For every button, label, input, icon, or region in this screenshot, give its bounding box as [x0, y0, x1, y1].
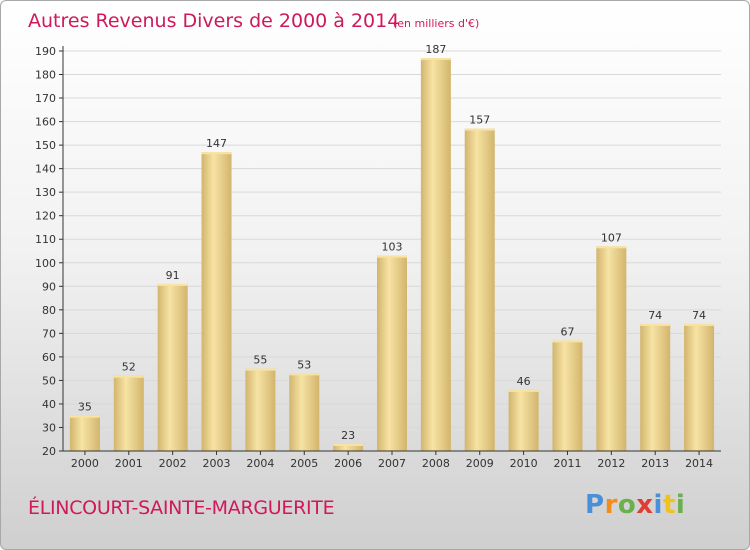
data-label: 74 [648, 309, 662, 322]
y-tick-label: 80 [42, 304, 56, 317]
y-tick-label: 150 [35, 139, 56, 152]
logo-letter: i [675, 490, 686, 520]
bar [640, 323, 671, 451]
bar [464, 128, 495, 451]
data-label: 46 [517, 375, 531, 388]
commune-name: ÉLINCOURT-SAINTE-MARGUERITE [28, 497, 335, 519]
bar [684, 323, 715, 451]
bar-top [113, 375, 144, 378]
y-tick-label: 140 [35, 163, 56, 176]
proxiti-logo[interactable]: Proxiti [585, 490, 685, 520]
logo-letter: o [617, 490, 637, 520]
bar-top [289, 373, 320, 376]
x-tick-label: 2009 [466, 457, 494, 470]
x-tick-label: 2013 [641, 457, 669, 470]
bar [201, 152, 232, 452]
x-tick-label: 2012 [597, 457, 625, 470]
bar [245, 368, 276, 451]
data-label: 103 [382, 241, 403, 254]
x-tick-label: 2006 [334, 457, 362, 470]
y-tick-label: 170 [35, 92, 56, 105]
axes [59, 46, 721, 455]
bar [552, 340, 583, 451]
bar-top [596, 246, 627, 249]
x-tick-label: 2005 [290, 457, 318, 470]
x-tick-label: 2003 [203, 457, 231, 470]
data-label: 74 [692, 309, 706, 322]
bars [69, 58, 715, 452]
bar [508, 389, 539, 451]
data-label: 53 [297, 358, 311, 371]
bar-top [333, 443, 364, 446]
bar-top [377, 255, 407, 258]
bar [420, 58, 451, 451]
bar [377, 255, 407, 451]
x-tick-label: 2011 [553, 457, 581, 470]
bar-top [684, 323, 715, 326]
bar-top [245, 368, 276, 371]
x-tick-label: 2010 [510, 457, 538, 470]
x-tick-label: 2002 [159, 457, 187, 470]
logo-letter: P [585, 490, 605, 520]
unit-note: (en milliers d'€) [393, 17, 480, 30]
bar-top [69, 415, 100, 418]
x-tick-label: 2014 [685, 457, 713, 470]
bar-top [640, 323, 671, 326]
bar [333, 443, 364, 451]
x-tick-label: 2004 [246, 457, 274, 470]
x-tick-label: 2007 [378, 457, 406, 470]
y-tick-label: 130 [35, 186, 56, 199]
y-tick-label: 190 [35, 45, 56, 58]
bar-top [508, 389, 539, 392]
y-tick-label: 40 [42, 398, 56, 411]
bar [289, 373, 320, 451]
y-tick-label: 70 [42, 327, 56, 340]
data-label: 67 [560, 325, 574, 338]
y-tick-label: 90 [42, 280, 56, 293]
data-label: 35 [78, 401, 92, 414]
data-label: 55 [253, 354, 267, 367]
y-tick-label: 20 [42, 445, 56, 458]
data-label: 187 [425, 43, 446, 56]
chart-title: Autres Revenus Divers de 2000 à 2014 [28, 10, 400, 32]
bar-top [157, 283, 188, 286]
data-label: 157 [469, 114, 490, 127]
y-tick-label: 60 [42, 351, 56, 364]
logo-letter: r [604, 490, 618, 520]
data-label: 23 [341, 429, 355, 442]
logo-letter: t [662, 490, 676, 520]
data-label: 147 [206, 137, 227, 150]
logo-letter: i [653, 490, 663, 520]
bar-top [420, 58, 451, 61]
bar-top [552, 340, 583, 343]
y-tick-label: 180 [35, 69, 56, 82]
y-tick-label: 160 [35, 116, 56, 129]
data-label: 91 [166, 269, 180, 282]
x-tick-label: 2001 [115, 457, 143, 470]
bar [69, 415, 100, 451]
bar [113, 375, 144, 451]
y-tick-label: 120 [35, 210, 56, 223]
y-tick-label: 30 [42, 421, 56, 434]
data-label: 52 [122, 361, 136, 374]
bar-top [464, 128, 495, 131]
y-tick-label: 110 [35, 233, 56, 246]
data-label: 107 [601, 231, 622, 244]
logo-letter: x [636, 490, 654, 520]
bar [596, 246, 627, 451]
x-tick-label: 2000 [71, 457, 99, 470]
x-tick-label: 2008 [422, 457, 450, 470]
labels: 20 30 40 50 60 70 80 90 100 110 120 130 140 150 160 170… [35, 43, 713, 470]
bar [157, 283, 188, 451]
y-tick-label: 100 [35, 257, 56, 270]
y-tick-label: 50 [42, 374, 56, 387]
bar-top [201, 152, 232, 155]
